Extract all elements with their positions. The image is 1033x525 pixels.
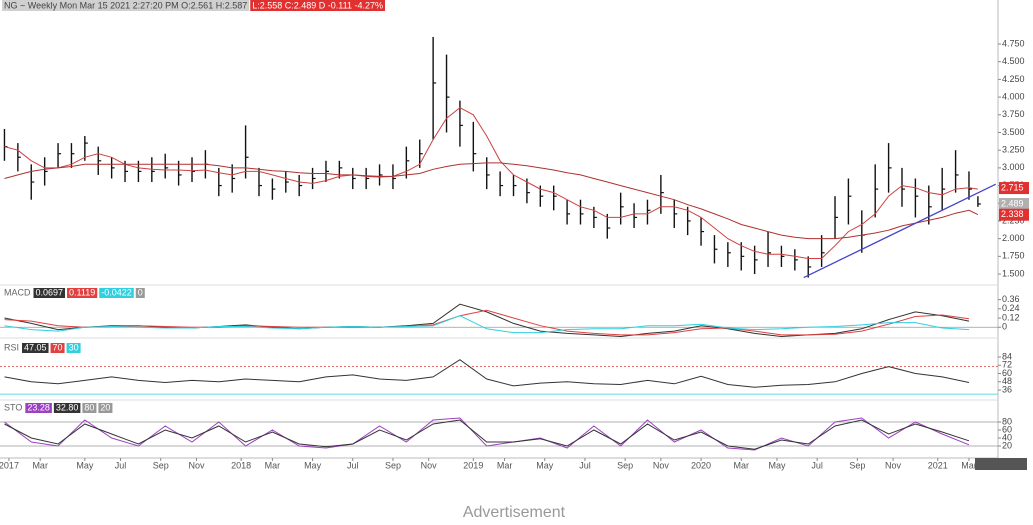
y-tick-label: 3.500 (1002, 127, 1025, 137)
y-tick-label: 36 (1002, 384, 1012, 394)
x-tick-label: Mar (961, 460, 977, 470)
legend-swatch (25, 403, 52, 413)
scrollbar (975, 458, 1027, 470)
header-title: NG ~ Weekly Mon Mar 15 2021 2:27:20 PM O… (4, 0, 247, 10)
x-tick-label: Sep (153, 460, 169, 470)
y-tick-label: 3.250 (1002, 145, 1025, 155)
price-badge (999, 208, 1029, 221)
legend-label: 23.28 (27, 402, 50, 412)
price-badge (999, 198, 1029, 211)
indicator-line (4, 309, 970, 336)
x-tick-label: Sep (617, 460, 633, 470)
price-badge-label: 2.489 (1001, 198, 1024, 208)
advertisement: Advertisement (463, 504, 566, 521)
legend-swatch (66, 343, 81, 353)
y-tick-label: 0.12 (1002, 312, 1020, 322)
x-tick-label: 2021 (928, 460, 948, 470)
legend-label: 47.05 (24, 342, 47, 352)
legend-swatch (22, 343, 49, 353)
legend-swatch (50, 343, 65, 353)
legend-swatch (98, 403, 113, 413)
y-tick-label: 0 (1002, 322, 1007, 332)
legend-swatch (53, 403, 81, 413)
x-tick-label: Nov (885, 460, 902, 470)
x-tick-label: Sep (849, 460, 865, 470)
y-tick-label: 60 (1002, 424, 1012, 434)
legend-swatch (135, 288, 145, 298)
y-tick-label: 40 (1002, 432, 1012, 442)
y-tick-label: 72 (1002, 360, 1012, 370)
x-tick-label: Nov (653, 460, 670, 470)
header-bg (2, 0, 250, 11)
x-tick-label: May (536, 460, 554, 470)
price-badge-label: 2.338 (1001, 209, 1024, 219)
y-tick-label: 0.36 (1002, 294, 1020, 304)
y-tick-label: 0.24 (1002, 303, 1020, 313)
y-tick-label: 60 (1002, 368, 1012, 378)
x-tick-label: Nov (188, 460, 205, 470)
legend-level: 80 (84, 402, 94, 412)
y-tick-label: 4.000 (1002, 91, 1025, 101)
x-tick-label: Jul (811, 460, 823, 470)
header-subtitle: L:2.558 C:2.489 D -0.111 -4.27% (252, 0, 383, 10)
x-tick-label: 2019 (463, 460, 483, 470)
header-bg (250, 0, 385, 11)
legend-swatch (67, 288, 98, 298)
price-badge (999, 182, 1029, 195)
y-tick-label: 3.750 (1002, 109, 1025, 119)
y-tick-label: 80 (1002, 416, 1012, 426)
price-badge-label: 2.715 (1001, 182, 1024, 192)
x-tick-label: Mar (265, 460, 281, 470)
legend-swatch (99, 288, 134, 298)
y-tick-label: 4.500 (1002, 56, 1025, 66)
x-tick-label: 2020 (691, 460, 711, 470)
y-tick-label: 4.250 (1002, 74, 1025, 84)
y-tick-label: 4.750 (1002, 38, 1025, 48)
y-tick-label: 20 (1002, 440, 1012, 450)
legend-swatch (82, 403, 97, 413)
x-tick-label: Mar (733, 460, 749, 470)
y-tick-label: 48 (1002, 376, 1012, 386)
x-tick-label: Sep (385, 460, 401, 470)
y-tick-label: 1.750 (1002, 251, 1025, 261)
legend-label: 0.1119 (69, 287, 95, 297)
indicator-line (4, 419, 970, 450)
y-tick-label: 84 (1002, 351, 1012, 361)
x-tick-label: 2018 (231, 460, 251, 470)
y-tick-label: 1.500 (1002, 268, 1025, 278)
x-tick-label: May (76, 460, 94, 470)
x-tick-label: Jul (347, 460, 359, 470)
x-tick-label: Mar (32, 460, 48, 470)
legend-level: 0 (138, 287, 143, 297)
panel-title: RSI (4, 342, 19, 352)
indicator-line (4, 359, 970, 388)
legend-label: 32.80 (56, 402, 79, 412)
x-tick-label: May (768, 460, 786, 470)
legend-label: 0.0697 (36, 287, 64, 297)
x-tick-label: Nov (421, 460, 438, 470)
x-tick-label: 2017 (0, 460, 19, 470)
y-tick-label: 3.000 (1002, 162, 1025, 172)
x-tick-label: Mar (497, 460, 513, 470)
x-tick-label: Jul (579, 460, 591, 470)
moving-average (4, 107, 978, 259)
panel-title: MACD (4, 287, 31, 297)
legend-level: 70 (53, 342, 63, 352)
indicator-line (4, 315, 970, 334)
legend-swatch (33, 288, 66, 298)
panel-title: STO (4, 402, 22, 412)
legend-level: 30 (69, 342, 79, 352)
legend-level: 20 (100, 402, 110, 412)
x-tick-label: Jul (115, 460, 127, 470)
indicator-line (4, 417, 970, 451)
trend-line (803, 183, 997, 279)
x-tick-label: May (304, 460, 322, 470)
y-tick-label: 2.000 (1002, 233, 1025, 243)
legend-label: -0.0422 (101, 287, 132, 297)
moving-average (4, 162, 979, 240)
